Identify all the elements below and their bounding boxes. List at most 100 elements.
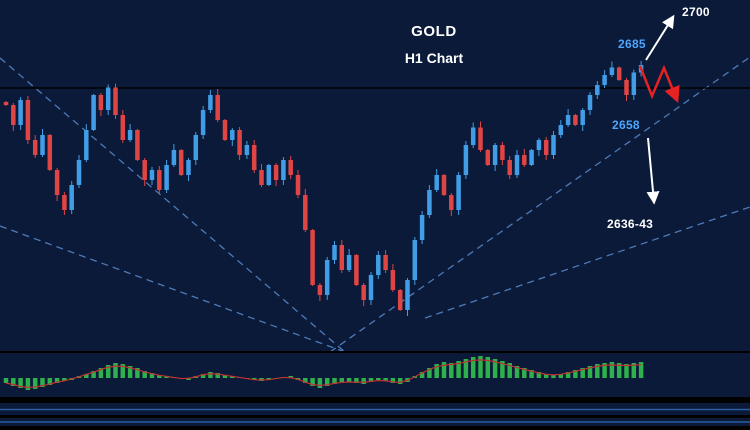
candle-body <box>230 130 235 140</box>
macd-bar <box>624 364 629 378</box>
candle-body <box>25 100 31 140</box>
macd-bar <box>565 372 571 378</box>
candle-body <box>456 175 461 210</box>
macd-bar <box>222 375 228 378</box>
macd-bar <box>427 368 432 378</box>
candle-body <box>551 135 556 155</box>
macd-bar <box>449 363 454 378</box>
dashed-trendline <box>0 225 346 353</box>
up-arrow <box>645 14 675 61</box>
macd-bar <box>419 372 425 378</box>
macd-bar <box>573 370 578 378</box>
candle-body <box>244 145 250 155</box>
candle-body <box>164 165 169 190</box>
macd-bar <box>332 378 337 384</box>
macd-bar <box>631 363 637 378</box>
macd-bar <box>32 378 38 389</box>
annotation-arrows <box>645 14 675 205</box>
candle-body <box>390 270 396 290</box>
candle-body <box>200 110 206 135</box>
macd-bar <box>127 366 133 378</box>
candle-body <box>142 160 147 180</box>
candle-body <box>266 165 272 185</box>
macd-bar <box>84 374 89 378</box>
candle-body <box>186 160 191 175</box>
macd-bar <box>485 357 491 378</box>
candle-body <box>419 215 425 240</box>
candle-body <box>354 255 359 285</box>
candle-body <box>303 195 308 230</box>
candle-body <box>631 72 637 95</box>
candle-body <box>105 87 111 110</box>
macd-bar <box>135 368 140 378</box>
macd-bar <box>478 356 483 378</box>
candle-body <box>565 115 571 125</box>
macd-bar <box>303 378 308 383</box>
macd-bar <box>200 374 206 378</box>
candle-body <box>76 160 82 185</box>
macd-bar <box>397 378 403 384</box>
macd-bar <box>91 371 96 378</box>
bottom-panel <box>0 397 750 430</box>
down-arrow <box>646 137 660 205</box>
candle-body <box>135 130 140 160</box>
macd-bar <box>522 368 527 378</box>
candle-body <box>397 290 403 310</box>
macd-bar <box>25 378 31 390</box>
candle-body <box>157 170 162 190</box>
macd-bar <box>157 375 162 378</box>
macd-bar <box>310 378 315 386</box>
candle-body <box>47 135 53 170</box>
candle-body <box>485 150 491 165</box>
candle-body <box>602 75 607 85</box>
macd-bar <box>317 378 323 388</box>
macd-bar <box>383 378 388 381</box>
macd-bar <box>18 378 23 388</box>
support-label: 2658 <box>612 118 640 132</box>
candle-body <box>288 160 293 175</box>
macd-bar <box>120 364 126 378</box>
candle-body <box>310 230 315 285</box>
macd-bar <box>507 363 512 378</box>
candle-body <box>522 155 527 165</box>
macd-bar <box>536 372 542 378</box>
candle-body <box>507 160 512 175</box>
candle-body <box>500 145 505 160</box>
macd-bar <box>47 378 53 385</box>
candle-body <box>470 127 476 145</box>
candle-body <box>609 67 615 75</box>
macd-bar <box>62 378 67 381</box>
macd-bar <box>339 378 345 383</box>
candle-body <box>434 175 439 190</box>
candle-body <box>54 170 60 195</box>
candle-body <box>208 95 213 110</box>
macd-bar <box>186 378 191 380</box>
candle-body <box>317 285 323 295</box>
dashed-trendline <box>0 57 346 353</box>
candle-body <box>361 285 366 300</box>
macd-bar <box>558 374 564 378</box>
candle-body <box>259 170 264 185</box>
macd-bar <box>215 373 220 378</box>
macd-bar <box>113 363 118 378</box>
resistance-label: 2685 <box>618 37 646 51</box>
macd-bar <box>346 378 352 382</box>
candle-body <box>222 120 228 140</box>
candle-body <box>281 160 286 180</box>
candle-body <box>463 145 469 175</box>
macd-bar <box>543 374 549 378</box>
candle-body <box>193 135 199 160</box>
macd-bar <box>529 370 534 378</box>
macd-bar <box>587 366 593 378</box>
macd-bar <box>149 373 155 378</box>
candle-body <box>346 255 352 270</box>
candle-body <box>478 127 483 150</box>
macd-bar <box>470 357 476 378</box>
candle-body <box>32 140 38 155</box>
macd-bar <box>609 362 615 378</box>
candle-body <box>492 145 498 165</box>
macd-bar <box>500 361 505 378</box>
candle-body <box>215 95 220 120</box>
